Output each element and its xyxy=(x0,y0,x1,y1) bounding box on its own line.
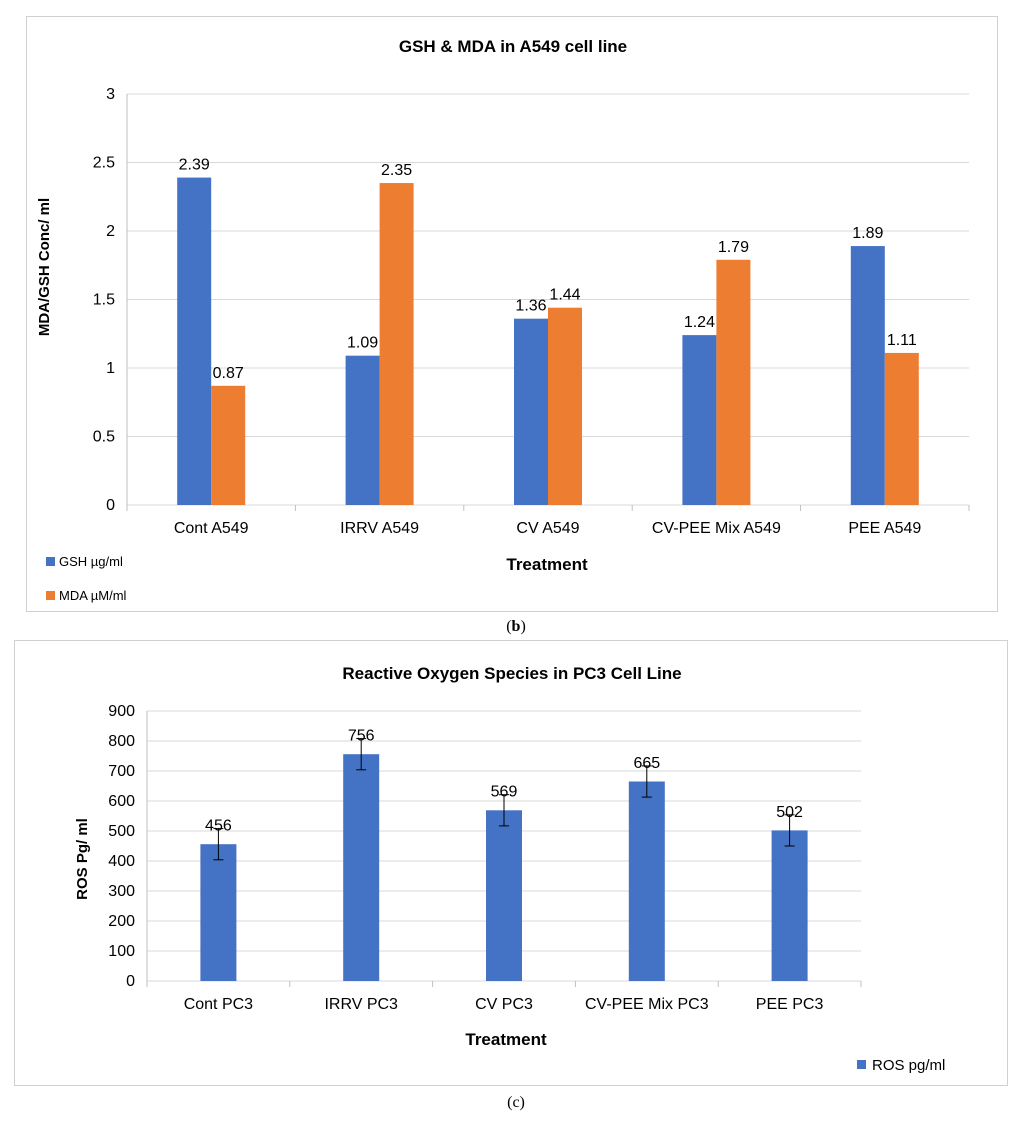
bar xyxy=(884,352,919,505)
bar xyxy=(548,307,582,505)
x-tick-label: PEE A549 xyxy=(848,520,921,537)
chart-gsh-mda: GSH & MDA in A549 cell line 0 0.5 1 1.5 2 2.5… xyxy=(36,37,970,603)
chart-panel-ros: Reactive Oxygen Species in PC3 Cell Line… xyxy=(14,640,1008,1086)
data-label: 1.09 xyxy=(347,335,378,352)
y-axis-label: MDA/GSH Conc/ ml xyxy=(36,198,53,336)
y-tick-label: 3 xyxy=(106,86,115,103)
x-axis-label: Treatment xyxy=(506,555,588,574)
x-tick-label: Cont PC3 xyxy=(184,996,253,1013)
y-tick-label: 400 xyxy=(108,853,135,870)
bar xyxy=(345,355,380,505)
data-label: 1.79 xyxy=(718,239,749,256)
y-tick-label: 100 xyxy=(108,943,135,960)
data-label: 1.11 xyxy=(887,332,917,349)
y-tick-label: 900 xyxy=(108,703,135,720)
x-tick-label: PEE PC3 xyxy=(756,996,824,1013)
legend-label-mda: MDA µM/ml xyxy=(59,588,127,603)
bar xyxy=(211,385,246,505)
data-label: 2.35 xyxy=(381,162,412,179)
figure-caption-b: (b) xyxy=(0,618,1032,636)
caption-b-letter: b xyxy=(511,618,521,635)
chart-ros: Reactive Oxygen Species in PC3 Cell Line… xyxy=(74,664,945,1074)
y-axis-label: ROS Pg/ ml xyxy=(74,818,91,900)
data-label: 456 xyxy=(205,818,232,835)
data-label: 1.44 xyxy=(549,287,580,304)
bar xyxy=(514,318,548,505)
figure-caption-c: (c) xyxy=(507,1094,525,1111)
legend-swatch-gsh xyxy=(46,557,55,566)
y-tick-label: 1.5 xyxy=(93,292,115,309)
bar xyxy=(628,781,665,981)
chart-title: Reactive Oxygen Species in PC3 Cell Line xyxy=(342,664,681,683)
legend-label-ros: ROS pg/ml xyxy=(872,1057,945,1074)
x-tick-label: CV-PEE Mix A549 xyxy=(652,520,781,537)
y-tick-label: 1 xyxy=(106,360,115,377)
y-tick-label: 2.5 xyxy=(93,155,115,172)
bar xyxy=(682,335,717,505)
legend-label-gsh: GSH µg/ml xyxy=(59,554,123,569)
bar xyxy=(343,754,380,981)
bar xyxy=(200,844,237,981)
data-label: 756 xyxy=(348,728,375,745)
y-tick-label: 200 xyxy=(108,913,135,930)
y-tick-label: 600 xyxy=(108,793,135,810)
data-label: 2.39 xyxy=(179,157,210,174)
data-label: 1.89 xyxy=(852,225,883,242)
legend: GSH µg/ml MDA µM/ml xyxy=(46,554,127,603)
chart-title: GSH & MDA in A549 cell line xyxy=(399,37,627,56)
data-label: 569 xyxy=(491,784,518,801)
x-tick-label: CV A549 xyxy=(516,520,579,537)
caption-b-open: ( xyxy=(506,618,512,635)
y-tick-label: 0 xyxy=(126,973,135,990)
data-label: 1.36 xyxy=(515,298,546,315)
x-tick-label: IRRV A549 xyxy=(340,520,419,537)
y-tick-label: 0.5 xyxy=(93,429,115,446)
y-tick-label: 0 xyxy=(106,497,115,514)
caption-b-close: ) xyxy=(520,618,526,635)
data-label: 1.24 xyxy=(684,314,715,331)
y-tick-label: 300 xyxy=(108,883,135,900)
bar xyxy=(716,259,751,505)
legend: ROS pg/ml xyxy=(857,1057,945,1074)
data-label: 665 xyxy=(633,755,660,772)
x-tick-label: CV PC3 xyxy=(475,996,533,1013)
legend-swatch-mda xyxy=(46,591,55,600)
x-tick-label: Cont A549 xyxy=(174,520,249,537)
legend-swatch-ros xyxy=(857,1060,866,1069)
x-tick-label: IRRV PC3 xyxy=(324,996,398,1013)
x-axis-label: Treatment xyxy=(465,1030,547,1049)
bar xyxy=(379,183,414,506)
data-label: 502 xyxy=(776,804,803,821)
y-tick-label: 800 xyxy=(108,733,135,750)
y-tick-label: 2 xyxy=(106,223,115,240)
bar xyxy=(177,177,212,505)
bar xyxy=(850,246,885,505)
bar xyxy=(771,830,808,981)
data-label: 0.87 xyxy=(213,365,244,382)
y-tick-label: 500 xyxy=(108,823,135,840)
x-tick-label: CV-PEE Mix PC3 xyxy=(585,996,709,1013)
y-tick-label: 700 xyxy=(108,763,135,780)
bar xyxy=(486,810,522,981)
chart-panel-gsh-mda: GSH & MDA in A549 cell line 0 0.5 1 1.5 2 2.5… xyxy=(26,16,998,612)
